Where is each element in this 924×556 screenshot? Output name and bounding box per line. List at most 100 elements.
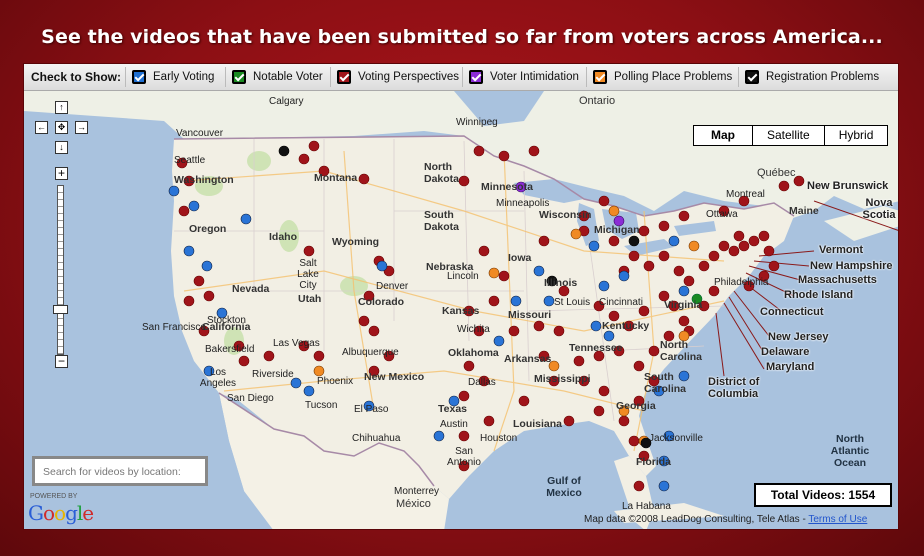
label-mississippi: Mississippi	[534, 373, 591, 385]
zoom-in-button[interactable]: +	[55, 167, 68, 180]
label-quebec: Québec	[757, 167, 796, 179]
label-rhode-island: Rhode Island	[784, 289, 854, 301]
label-calgary: Calgary	[269, 96, 304, 107]
map-attribution: Map data ©2008 LeadDog Consulting, Tele …	[584, 514, 867, 525]
pan-center-button[interactable]: ✥	[55, 121, 68, 134]
filter-notable-voter[interactable]: Notable Voter	[225, 67, 330, 87]
map-base-layer	[24, 91, 898, 529]
label-district-of-columbia: District of Columbia	[708, 376, 760, 400]
video-pins[interactable]	[168, 140, 805, 492]
label-philadelphia: Philadelphia	[714, 277, 769, 288]
label-monterrey: Monterrey	[394, 486, 440, 497]
label-oklahoma: Oklahoma	[448, 347, 499, 359]
label-mexico: México	[396, 498, 431, 510]
label-nevada: Nevada	[232, 283, 270, 295]
filter-polling-place-problems[interactable]: Polling Place Problems	[586, 67, 738, 87]
label-el-paso: El Paso	[354, 404, 389, 415]
label-idaho: Idaho	[269, 231, 297, 243]
label-maryland: Maryland	[766, 361, 815, 373]
pan-down-button[interactable]: ↓	[55, 141, 68, 154]
label-kansas: Kansas	[442, 305, 480, 317]
label-wichita: Wichita	[457, 324, 490, 335]
pan-left-button[interactable]: ←	[35, 121, 48, 134]
label-montreal: Montreal	[726, 189, 765, 200]
label-montana: Montana	[314, 172, 358, 184]
label-north-atlantic-ocean: North Atlantic Ocean	[830, 433, 870, 469]
label-winnipeg: Winnipeg	[456, 117, 498, 128]
filter-voter-intimidation-label: Voter Intimidation	[490, 71, 579, 83]
label-new-mexico: New Mexico	[364, 371, 425, 383]
label-iowa: Iowa	[508, 252, 532, 264]
checkbox-early-voting[interactable]	[132, 70, 146, 84]
label-houston: Houston	[480, 433, 518, 444]
powered-by-text: POWERED BY	[30, 493, 78, 500]
checkbox-polling-place-problems[interactable]	[593, 70, 607, 84]
map-canvas[interactable]: Ontario Québec México Washington Oregon …	[24, 91, 898, 529]
terms-of-use-link[interactable]: Terms of Use	[808, 514, 868, 525]
map-type-satellite-button[interactable]: Satellite	[752, 126, 824, 145]
label-lincoln: Lincoln	[447, 271, 479, 282]
label-st-louis: St Louis	[554, 297, 591, 308]
label-nova-scotia: Nova Scotia	[862, 197, 896, 221]
label-san-francisco: San Francisco	[142, 322, 206, 333]
attribution-text: Map data ©2008 LeadDog Consulting, Tele …	[584, 514, 809, 525]
map-type-map-button[interactable]: Map	[711, 128, 735, 142]
label-phoenix: Phoenix	[317, 376, 354, 387]
label-bakersfield: Bakersfield	[205, 344, 255, 355]
label-oregon: Oregon	[189, 223, 227, 235]
label-utah: Utah	[298, 293, 322, 305]
checkbox-registration-problems[interactable]	[745, 70, 759, 84]
label-wisconsin: Wisconsin	[539, 209, 592, 221]
label-north-carolina: North Carolina	[660, 339, 703, 363]
label-cincinnati: Cincinnati	[599, 297, 643, 308]
label-connecticut: Connecticut	[760, 306, 824, 318]
label-california: California	[202, 321, 251, 333]
label-la-habana: La Habana	[622, 501, 671, 512]
checkbox-notable-voter[interactable]	[232, 70, 246, 84]
filter-voting-perspectives[interactable]: Voting Perspectives	[330, 67, 462, 87]
label-louisiana: Louisiana	[513, 418, 563, 430]
label-georgia: Georgia	[616, 400, 656, 412]
label-tucson: Tucson	[305, 400, 338, 411]
filter-label: Check to Show:	[31, 70, 122, 84]
location-search-input[interactable]: Search for videos by location:	[32, 456, 208, 486]
label-ontario: Ontario	[579, 95, 616, 107]
label-ottawa: Ottawa	[706, 209, 738, 220]
label-kentucky: Kentucky	[602, 320, 650, 332]
label-florida: Florida	[636, 456, 672, 468]
label-minneapolis: Minneapolis	[496, 198, 550, 209]
filter-early-voting[interactable]: Early Voting	[125, 67, 225, 87]
zoom-out-button[interactable]: −	[55, 355, 68, 368]
label-nebraska: Nebraska	[426, 261, 474, 273]
label-illinois: Illinois	[544, 277, 578, 289]
filter-registration-problems[interactable]: Registration Problems	[738, 67, 888, 87]
label-delaware: Delaware	[761, 346, 810, 358]
label-riverside: Riverside	[252, 369, 294, 380]
page-title: See the videos that have been submitted …	[41, 26, 883, 48]
pan-right-button[interactable]: →	[75, 121, 88, 134]
label-colorado: Colorado	[358, 296, 405, 308]
checkbox-voter-intimidation[interactable]	[469, 70, 483, 84]
filter-polling-place-problems-label: Polling Place Problems	[614, 71, 733, 83]
total-videos-badge: Total Videos: 1554	[754, 483, 892, 507]
label-texas: Texas	[438, 403, 467, 415]
label-michigan: Michigan	[594, 224, 640, 236]
label-san-diego: San Diego	[227, 393, 274, 404]
label-seattle: Seattle	[174, 155, 206, 166]
checkbox-voting-perspectives[interactable]	[337, 70, 351, 84]
label-minnesota: Minnesota	[481, 181, 533, 193]
filter-voter-intimidation[interactable]: Voter Intimidation	[462, 67, 586, 87]
label-stockton: Stockton	[207, 315, 246, 326]
zoom-slider-track[interactable]	[57, 185, 64, 355]
map-type-hybrid-button[interactable]: Hybrid	[823, 126, 888, 145]
map-panel: Check to Show: Early Voting Notable Vote…	[23, 63, 899, 530]
google-logo[interactable]: Google	[28, 501, 94, 525]
label-gulf-of-mexico: Gulf of Mexico	[546, 475, 582, 499]
pan-up-button[interactable]: ↑	[55, 101, 68, 114]
label-arkansas: Arkansas	[504, 353, 552, 365]
zoom-slider-handle[interactable]	[53, 305, 68, 314]
label-salt-lake-city: Salt Lake City	[297, 258, 319, 291]
label-austin: Austin	[440, 419, 468, 430]
filter-bar: Check to Show: Early Voting Notable Vote…	[24, 64, 898, 91]
